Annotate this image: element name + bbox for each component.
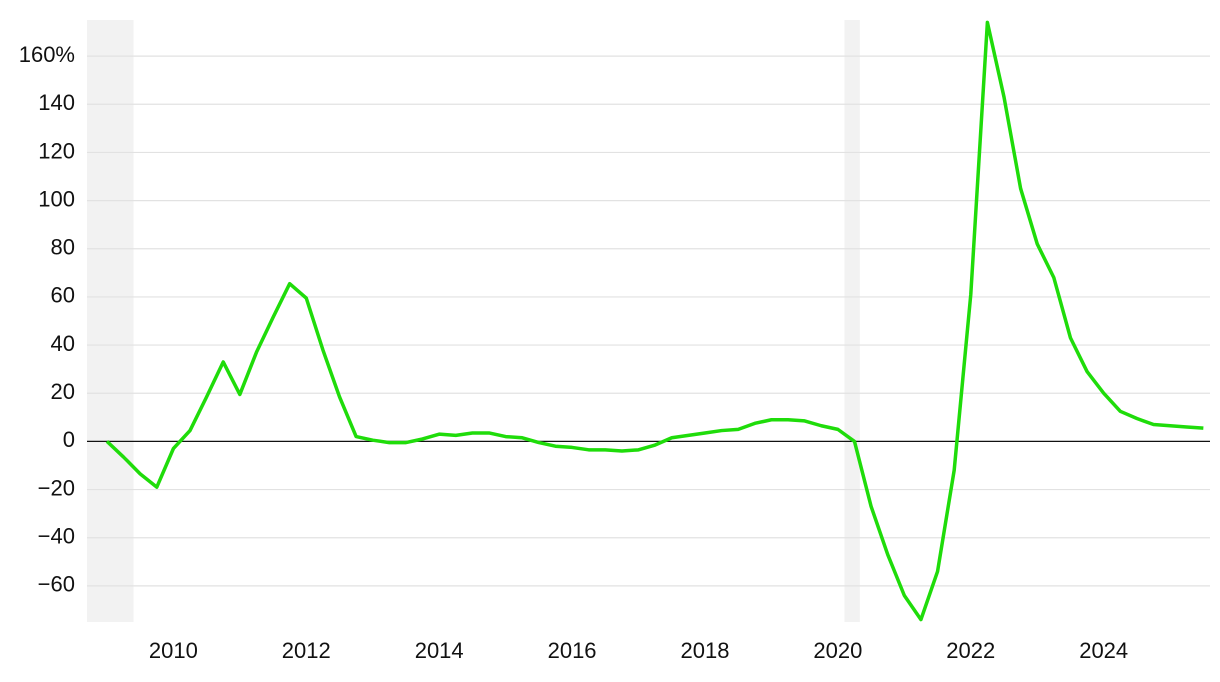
shaded-band [844,20,860,622]
data-line [105,20,1204,622]
y-tick-label: −60 [38,572,75,597]
x-tick-label: 2022 [946,638,995,663]
x-tick-label: 2012 [282,638,331,663]
y-tick-label: 100 [38,186,75,211]
y-tick-label: −20 [38,475,75,500]
y-tick-label: 140 [38,90,75,115]
x-tick-label: 2014 [415,638,464,663]
y-tick-label: 20 [51,379,75,404]
y-tick-label: 60 [51,283,75,308]
x-tick-label: 2016 [548,638,597,663]
y-tick-label: 80 [51,235,75,260]
y-tick-label: 120 [38,138,75,163]
x-tick-label: 2020 [813,638,862,663]
y-tick-label: −40 [38,524,75,549]
y-tick-label: 160% [19,42,75,67]
shaded-band [87,20,134,622]
x-tick-label: 2024 [1079,638,1128,663]
y-tick-label: 0 [63,427,75,452]
y-tick-label: 40 [51,331,75,356]
x-tick-label: 2018 [681,638,730,663]
x-tick-label: 2010 [149,638,198,663]
